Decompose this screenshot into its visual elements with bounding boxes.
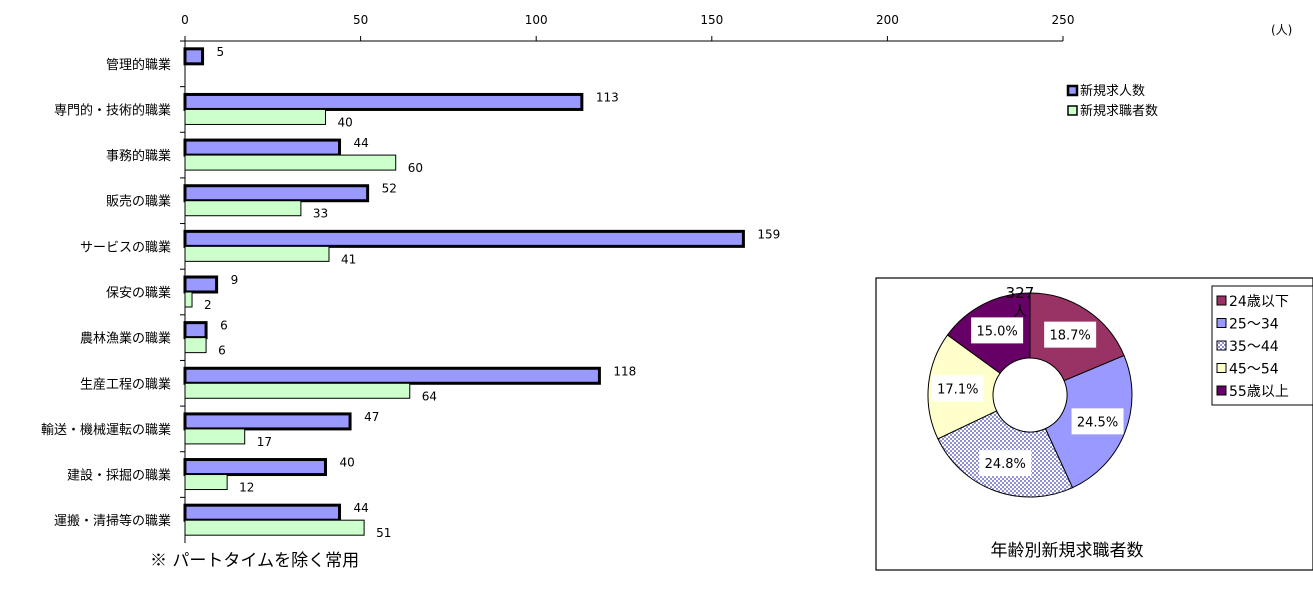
x-tick-label: 0 [181,13,189,27]
bar-seekers [184,245,330,262]
bar-openings-value: 159 [757,227,780,241]
bar-openings [183,47,205,66]
category-label: 事務的職業 [106,148,171,164]
bar-seekers [184,382,411,399]
bar-seekers-value: 33 [313,207,328,221]
pie-legend-swatch [1216,318,1227,328]
pie-chart: 18.7% 24.5% 24.8% 17.1% 15.0% 327 人 [927,284,1133,498]
category-label: 建設・採掘の職業 [67,468,171,484]
category-label: 保安の職業 [106,285,171,301]
bar-seekers [184,428,246,445]
category-label: 専門的・技術的職業 [54,102,171,118]
pie-slice-label-box [1044,321,1097,348]
bar-seekers-value: 51 [376,526,391,540]
bar-openings-value: 118 [613,364,636,378]
x-tick-label: 150 [700,13,723,27]
pie-legend-frame [1211,285,1313,406]
bar-seekers-value: 64 [422,389,437,403]
bar-openings-value: 44 [354,136,369,150]
pie-slice-label: 15.0% [976,324,1017,339]
bar-openings [183,458,327,477]
x-tick-label: 100 [525,13,548,27]
bar-openings [183,412,352,431]
pie-legend-label: 25～34 [1229,317,1279,333]
bar-openings-value: 47 [364,410,379,424]
bar-seekers [184,337,207,354]
bar-seekers [184,108,326,125]
legend-label: 新規求人数 [1080,83,1145,99]
pie-slice-label: 24.5% [1077,415,1118,430]
bar-seekers-value: 60 [408,161,423,175]
bar-openings-value: 113 [596,90,619,104]
legend-label: 新規求職者数 [1080,103,1158,119]
x-unit-label: (人) [1271,23,1292,37]
bar-openings [183,184,370,203]
bar-openings [183,275,219,294]
bar-seekers [184,154,397,171]
pie-slice-label: 24.8% [985,457,1026,472]
pie-slice-label: 17.1% [937,382,978,397]
pie-legend: 24歳以下 25～34 35～44 45～54 55歳以上 [1211,285,1313,406]
pie-slice-label-box [931,375,984,402]
bar-openings [183,229,745,248]
bar-openings-value: 6 [220,319,228,333]
bar-openings-value: 5 [217,45,225,59]
pie-total-unit: 人 [1013,304,1027,320]
bar-openings [183,92,584,111]
bar-seekers-value: 6 [218,344,226,358]
bar-openings [183,321,208,340]
bar-seekers-value: 12 [239,481,254,495]
bar-seekers-value: 17 [257,435,272,449]
x-tick-label: 250 [1052,13,1075,27]
pie-chart-title: 年齢別新規求職者数 [991,541,1144,561]
x-tick-label: 200 [876,13,899,27]
pie-legend-label: 24歳以下 [1229,294,1289,310]
bar-seekers [184,291,193,308]
category-label: 農林漁業の職業 [80,331,171,347]
pie-legend-label: 35～44 [1229,339,1279,355]
bar-openings-value: 44 [354,501,369,515]
bar-seekers [184,519,365,536]
pie-slice-label-box [979,450,1032,477]
bar-openings [183,503,342,522]
pie-legend-swatch [1216,340,1227,351]
pie-slice-label-box [971,317,1024,344]
footnote: ※ パートタイムを除く常用 [150,551,360,571]
bar-openings [183,366,601,385]
bar-seekers-value: 41 [341,252,356,266]
category-label: 輸送・機械運転の職業 [41,422,171,438]
pie-total-value: 327 [1006,284,1035,302]
x-tick-label: 50 [353,13,368,27]
bar-seekers [184,200,302,217]
pie-legend-swatch [1216,295,1227,306]
bar-openings [183,138,342,157]
pie-slice-label: 18.7% [1049,329,1090,344]
legend-swatch [1066,84,1079,97]
bar-openings-value: 52 [382,182,397,196]
pie-slice-label-box [1071,408,1124,435]
bar-seekers [184,474,228,491]
pie-legend-swatch [1216,385,1227,396]
pie-legend-label: 45～54 [1229,362,1279,378]
bar-openings-value: 9 [231,273,239,287]
category-label: 生産工程の職業 [80,376,171,392]
pie-legend-label: 55歳以上 [1229,384,1289,400]
bar-seekers-value: 2 [204,298,212,312]
bar-openings-value: 40 [339,456,354,470]
category-label: 販売の職業 [106,194,171,210]
category-label: サービスの職業 [80,239,171,255]
category-label: 管理的職業 [106,57,171,73]
pie-legend-swatch [1216,363,1227,373]
legend-swatch [1067,105,1078,116]
category-label: 運搬・清掃等の職業 [54,513,171,529]
bar-chart: 0 50 100 150 200 250 (人) 管理的職業 5 専門的・技術的職業 113 40 事務… [41,13,1292,543]
bar-seekers-value: 40 [337,115,352,129]
